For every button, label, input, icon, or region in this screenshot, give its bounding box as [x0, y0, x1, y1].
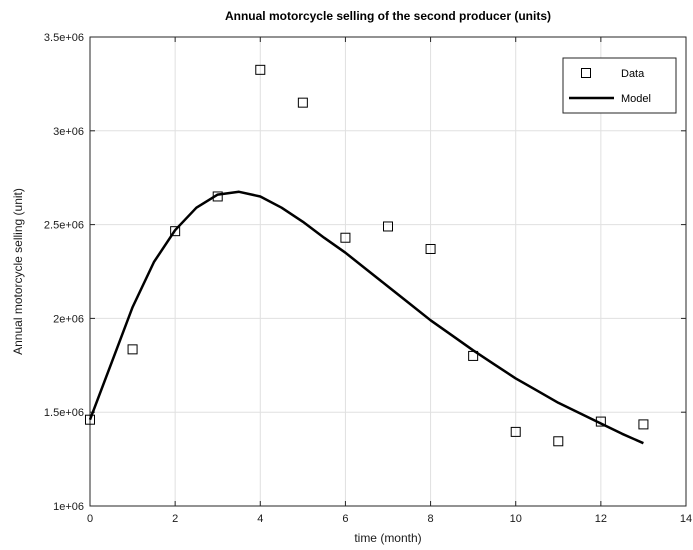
data-point-marker — [425, 243, 436, 254]
x-tick-label: 4 — [257, 513, 263, 525]
markers-layer — [85, 64, 649, 447]
y-tick-label: 1e+06 — [53, 501, 84, 513]
legend-model-label: Model — [621, 93, 651, 105]
x-tick-label: 6 — [342, 513, 348, 525]
x-tick-label: 2 — [172, 513, 178, 525]
chart-title: Annual motorcycle selling of the second … — [225, 9, 551, 23]
data-point-marker — [297, 97, 308, 108]
legend-box — [562, 57, 677, 114]
x-tick-label: 0 — [87, 513, 93, 525]
model-layer — [88, 190, 644, 445]
ticks-layer: 0 2 4 6 8 10 12 14 1e+06 1.5e+06 2e+06 2.5e+06 3e+06… — [44, 32, 692, 525]
y-tick-label: 1.5e+06 — [44, 407, 84, 419]
model-line — [88, 190, 644, 445]
data-point-marker — [85, 414, 95, 425]
legend: Data Model — [562, 57, 677, 114]
data-point-marker — [127, 344, 138, 355]
x-tick-label: 8 — [428, 513, 434, 525]
legend-data-label: Data — [621, 68, 645, 80]
y-tick-label: 2.5e+06 — [44, 220, 84, 232]
data-point-marker — [595, 416, 606, 427]
y-tick-label: 3.5e+06 — [44, 32, 84, 44]
data-point-marker — [212, 191, 223, 202]
y-tick-label: 2e+06 — [53, 313, 84, 325]
y-axis-label: Annual motorcycle selling (unit) — [11, 188, 25, 355]
data-point-marker — [340, 232, 351, 243]
data-point-marker — [383, 221, 393, 232]
data-point-marker — [255, 64, 266, 75]
x-tick-label: 10 — [510, 513, 522, 525]
data-point-marker — [170, 226, 181, 237]
data-point-marker — [553, 436, 564, 447]
x-tick-label: 14 — [680, 513, 692, 525]
data-point-marker — [510, 426, 521, 437]
plot-frame — [89, 36, 687, 507]
legend-data-marker — [581, 68, 591, 78]
x-tick-label: 12 — [595, 513, 607, 525]
y-tick-label: 3e+06 — [53, 126, 84, 138]
data-point-marker — [468, 350, 479, 361]
x-axis-label: time (month) — [354, 531, 421, 545]
data-point-marker — [638, 419, 649, 430]
